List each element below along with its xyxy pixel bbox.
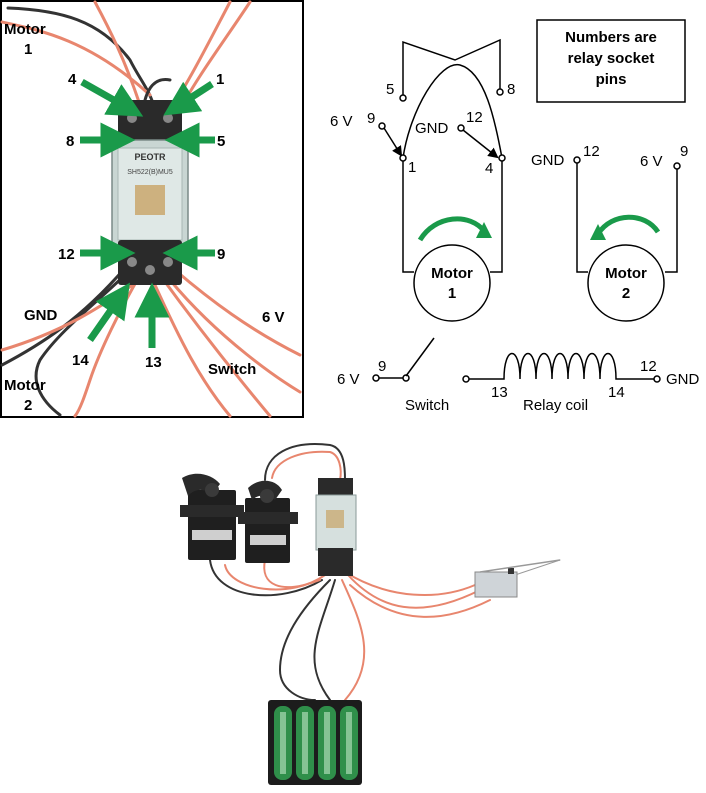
arrow-pin4	[80, 78, 144, 117]
photo-pin8-label: 8	[66, 133, 74, 150]
sch-bottom-pin14: 14	[608, 384, 625, 401]
sch-gnd-left: GND	[415, 120, 449, 137]
relay-contacts-arc	[402, 64, 503, 159]
sch-bottom-switch: Switch	[405, 397, 449, 414]
arrow-pin14	[87, 282, 131, 343]
photo-pin1-label: 1	[216, 71, 224, 88]
sch-motor1-num: 1	[448, 285, 456, 302]
sch-pin8: 8	[507, 81, 515, 98]
terminal-5	[399, 94, 407, 102]
photo-6v-label: 6 V	[262, 309, 285, 326]
note-line-1: Numbers are	[565, 29, 657, 46]
terminal-12-left	[457, 124, 465, 132]
relay-model: SH522(B)MU5	[127, 169, 173, 176]
photo-pin13-label: 13	[145, 354, 162, 371]
terminal-9-bottom	[372, 374, 380, 382]
sch-6v-left: 6 V	[330, 113, 353, 130]
switch-lever	[405, 337, 435, 377]
sch-pin1: 1	[408, 159, 416, 176]
contact-arrow-4	[462, 129, 499, 159]
cross-wire-top	[402, 38, 501, 98]
sch-pin12-right: 12	[583, 143, 600, 160]
relay-brand: PEOTR	[134, 152, 166, 162]
photo-motor1-label: Motor	[4, 21, 46, 38]
sch-gnd-right: GND	[531, 152, 565, 169]
schematic-labels: Numbers are relay socket pins 5 8 6 V 9 …	[330, 29, 700, 414]
photo-switch-label: Switch	[208, 361, 256, 378]
terminal-8	[496, 88, 504, 96]
servo-2	[238, 480, 298, 563]
motor1-rotation-arc	[417, 216, 487, 242]
contact-arrow-1	[383, 127, 403, 157]
schematic	[372, 19, 686, 383]
photo-motor2-num: 2	[24, 397, 32, 414]
terminal-13	[462, 375, 470, 383]
arrow-pin1	[163, 81, 214, 116]
sch-bottom-pin9: 9	[378, 358, 386, 375]
sch-bottom-6v: 6 V	[337, 371, 360, 388]
motor1-circle	[413, 244, 491, 322]
photo-motor1-num: 1	[24, 41, 32, 58]
relay-body: PEOTR SH522(B)MU5	[111, 100, 189, 285]
motor1-rotation-head	[476, 222, 492, 238]
terminal-4	[498, 154, 506, 162]
sch-bottom-pin12: 12	[640, 358, 657, 375]
assembly-wires	[209, 443, 561, 701]
motor2-wire-right	[665, 169, 678, 273]
note-line-2: relay socket	[568, 50, 655, 67]
photo-labels: Motor 1 4 1 8 5 12 9 GND 6 V 14 13 Switc…	[4, 21, 285, 414]
sch-pin9-right: 9	[680, 143, 688, 160]
terminal-12-right	[573, 156, 581, 164]
motor2-rotation-head	[590, 224, 606, 240]
photo-gnd-label: GND	[24, 307, 58, 324]
micro-switch	[474, 559, 561, 598]
photo-motor2-label: Motor	[4, 377, 46, 394]
photo-pin9-label: 9	[217, 246, 225, 263]
sch-motor2-name: Motor	[605, 265, 647, 282]
sch-bottom-gnd: GND	[666, 371, 700, 388]
sch-motor1-name: Motor	[431, 265, 473, 282]
motor2-rotation-arc	[595, 214, 661, 236]
servo-1	[180, 473, 244, 560]
terminal-9-right	[673, 162, 681, 170]
photo-pin4-label: 4	[68, 71, 77, 88]
assembly-photo	[180, 443, 561, 785]
terminal-1	[399, 154, 407, 162]
pin-arrows	[80, 78, 215, 348]
motor2-wire-left	[576, 163, 588, 273]
sch-pin9-left: 9	[367, 110, 375, 127]
terminal-9-left	[378, 122, 386, 130]
sch-6v-right: 6 V	[640, 153, 663, 170]
sch-bottom-pin13: 13	[491, 384, 508, 401]
motor1-wire-right	[490, 161, 503, 273]
photo-pin14-label: 14	[72, 352, 89, 369]
motor1-wire-left	[402, 161, 414, 273]
assembly-relay	[315, 478, 357, 576]
sch-pin5: 5	[386, 81, 394, 98]
sch-motor2-num: 2	[622, 285, 630, 302]
sch-pin4: 4	[485, 160, 493, 177]
note-line-3: pins	[596, 71, 627, 88]
relay-photo-panel: PEOTR SH522(B)MU5 Motor 1 4 1 8	[0, 0, 304, 418]
note-box	[536, 19, 686, 103]
photo-pin5-label: 5	[217, 133, 225, 150]
motor2-circle	[587, 244, 665, 322]
sch-bottom-coil: Relay coil	[523, 397, 588, 414]
photo-pin12-label: 12	[58, 246, 75, 263]
terminal-12-bottom	[653, 375, 661, 383]
battery-pack	[268, 700, 362, 785]
sch-pin12-left: 12	[466, 109, 483, 126]
relay-coil	[469, 352, 654, 380]
